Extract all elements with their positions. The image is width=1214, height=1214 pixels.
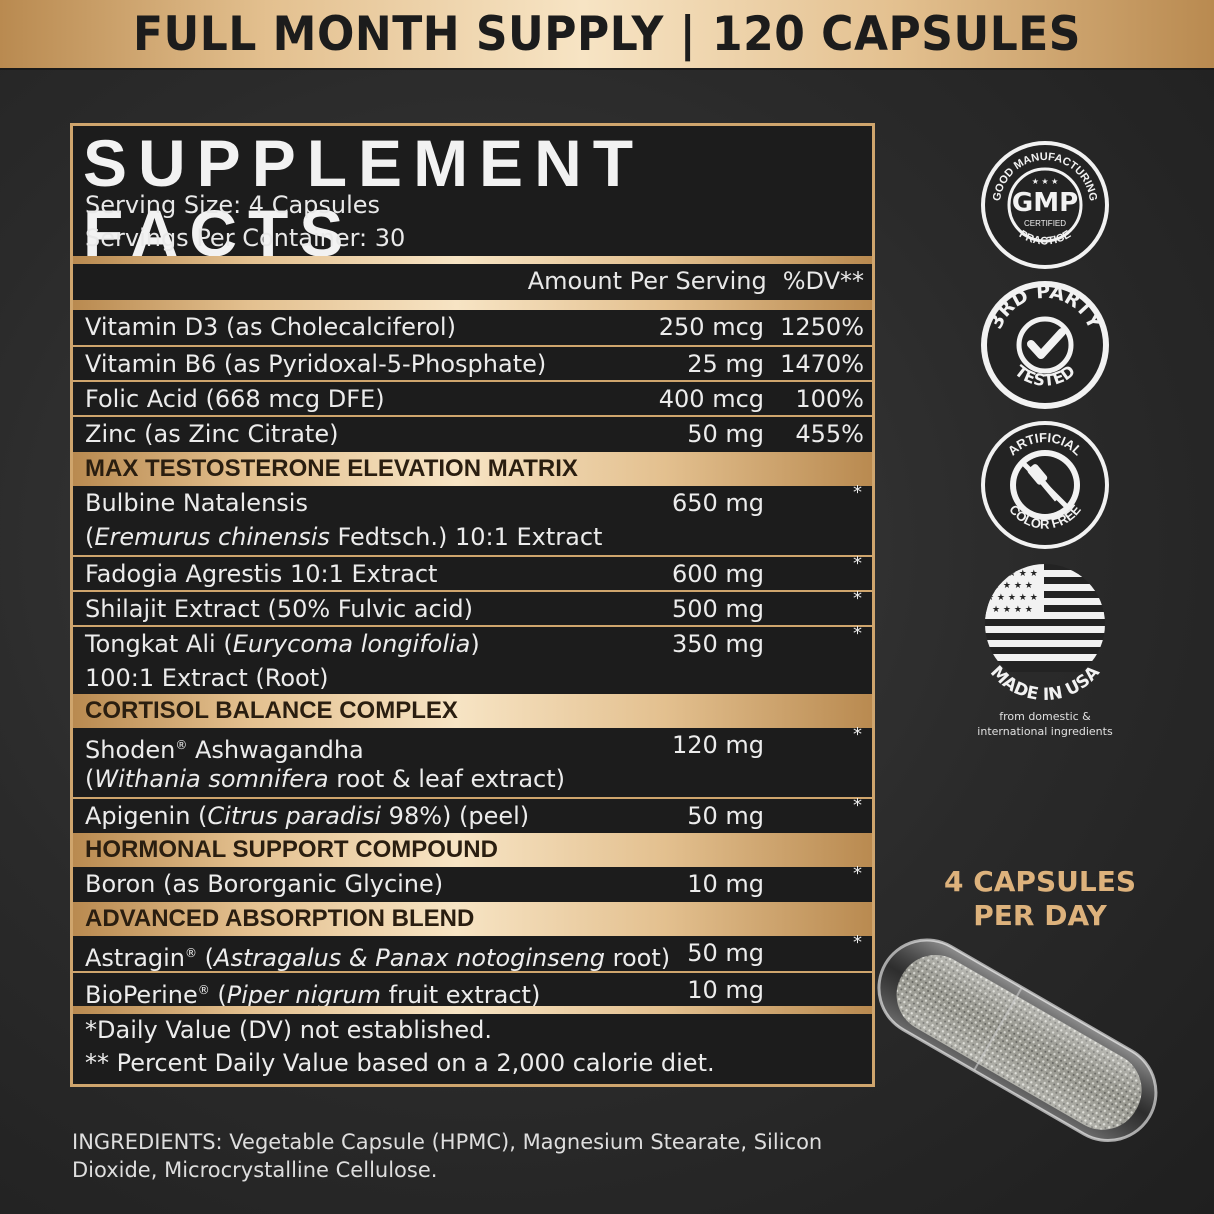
capsules-per-day-label: 4 CAPSULES PER DAY (930, 865, 1150, 933)
table-row: Astragin® (Astragalus & Panax notoginsen… (73, 932, 872, 972)
svg-text:★ ★ ★ ★: ★ ★ ★ ★ (992, 605, 1033, 615)
made-in-usa-badge: ★ ★ ★ ★ ★ ★ ★ ★ ★ ★ ★ ★ ★ ★ ★ ★ ★ ★ MADE… (985, 564, 1105, 705)
checkmark-icon (1027, 328, 1066, 359)
svg-text:★ ★ ★ ★ ★: ★ ★ ★ ★ ★ (986, 569, 1038, 579)
table-row: Fadogia Agrestis 10:1 Extract 600 mg * (73, 553, 872, 590)
table-row: Vitamin B6 (as Pyridoxal-5-Phosphate) 25… (73, 345, 872, 380)
artificial-color-free-badge: ARTIFICIAL COLOR FREE (981, 421, 1109, 549)
ingredient-dv: * (853, 623, 862, 644)
servings-per-container: Servings Per Container: 30 (85, 224, 406, 252)
ingredient-amount: 50 mg (687, 420, 764, 448)
svg-text:★ ★ ★: ★ ★ ★ (1032, 177, 1059, 186)
table-row: BioPerine® (Piper nigrum fruit extract) … (73, 971, 872, 1009)
capsule-label-line: 4 CAPSULES (943, 865, 1136, 898)
ingredient-amount: 250 mcg (658, 313, 764, 341)
footnotes: *Daily Value (DV) not established. ** Pe… (85, 1014, 715, 1080)
ingredient-name: Bulbine Natalensis (85, 489, 308, 517)
section-header: CORTISOL BALANCE COMPLEX (73, 694, 872, 728)
ingredient-amount: 50 mg (687, 802, 764, 830)
us-flag-icon: ★ ★ ★ ★ ★ ★ ★ ★ ★ ★ ★ ★ ★ ★ ★ ★ ★ ★ (985, 564, 1105, 672)
ingredient-name: Vitamin B6 (as Pyridoxal-5-Phosphate) (85, 350, 547, 378)
capsule-label-line: PER DAY (973, 899, 1107, 932)
top-banner: FULL MONTH SUPPLY | 120 CAPSULES (0, 0, 1214, 70)
ingredient-dv: * (853, 795, 862, 816)
ingredient-name: Vitamin D3 (as Cholecalciferol) (85, 313, 456, 341)
ingredient-dv: * (853, 932, 862, 953)
supplement-facts-panel: SUPPLEMENT FACTS Serving Size: 4 Capsule… (70, 123, 875, 1087)
ingredient-amount: 500 mg (671, 595, 764, 623)
ingredient-name: Shoden® Ashwagandha (85, 736, 364, 764)
usa-caption: from domestic & international ingredient… (960, 709, 1130, 739)
dv-header-label: %DV** (782, 267, 864, 295)
svg-text:★ ★ ★ ★: ★ ★ ★ ★ (992, 581, 1033, 591)
divider-thick (73, 1006, 872, 1014)
serving-size: Serving Size: 4 Capsules (85, 191, 381, 219)
usa-caption-line: international ingredients (977, 725, 1113, 738)
facts-title: SUPPLEMENT FACTS (83, 126, 645, 270)
ingredient-dv: * (853, 724, 862, 745)
third-party-tested-badge: 3RD PARTY TESTED (981, 281, 1109, 409)
ingredient-dv: 455% (795, 420, 864, 448)
ingredient-amount: 25 mg (687, 350, 764, 378)
table-row: Shilajit Extract (50% Fulvic acid) 500 m… (73, 588, 872, 625)
ingredient-amount: 10 mg (687, 870, 764, 898)
svg-text:PRACTICE: PRACTICE (1017, 228, 1073, 247)
no-dropper-icon (1020, 460, 1070, 510)
table-row: Zinc (as Zinc Citrate) 50 mg 455% (73, 415, 872, 450)
svg-text:CERTIFIED: CERTIFIED (1024, 219, 1066, 228)
amount-per-serving-label: Amount Per Serving (527, 267, 767, 295)
ingredient-dv: 1470% (780, 350, 864, 378)
table-row: Folic Acid (668 mcg DFE) 400 mcg 100% (73, 380, 872, 415)
ingredient-subname: (Withania somnifera root & leaf extract) (85, 765, 565, 793)
ingredient-amount: 350 mg (671, 630, 764, 658)
ingredients-line: INGREDIENTS: Vegetable Capsule (HPMC), M… (72, 1130, 823, 1154)
ingredient-dv: * (853, 482, 862, 503)
table-row: Bulbine Natalensis (Eremurus chinensis F… (73, 482, 872, 555)
ingredient-amount: 400 mcg (658, 385, 764, 413)
ingredients-text: INGREDIENTS: Vegetable Capsule (HPMC), M… (72, 1128, 952, 1184)
ingredient-amount: 600 mg (671, 560, 764, 588)
section-header: ADVANCED ABSORPTION BLEND (73, 902, 872, 936)
table-row: Tongkat Ali (Eurycoma longifolia) 100:1 … (73, 623, 872, 694)
capsule-image (877, 938, 1158, 1142)
banner-text: FULL MONTH SUPPLY | 120 CAPSULES (133, 6, 1081, 62)
ingredient-name: Apigenin (Citrus paradisi 98%) (peel) (85, 802, 530, 830)
svg-text:★ ★ ★ ★ ★: ★ ★ ★ ★ ★ (986, 593, 1038, 603)
ingredient-subname: (Eremurus chinensis Fedtsch.) 10:1 Extra… (85, 523, 603, 551)
ingredients-line: Dioxide, Microcrystalline Cellulose. (72, 1158, 438, 1182)
ingredient-dv: 1250% (780, 313, 864, 341)
section-header: HORMONAL SUPPORT COMPOUND (73, 833, 872, 867)
usa-caption-line: from domestic & (999, 710, 1091, 723)
ingredient-amount: 120 mg (671, 731, 764, 759)
footnote-percent: ** Percent Daily Value based on a 2,000 … (85, 1049, 715, 1077)
ingredient-amount: 10 mg (687, 976, 764, 1004)
ingredient-subname: 100:1 Extract (Root) (85, 664, 329, 692)
divider-thick (73, 256, 872, 264)
amount-header: Amount Per Serving %DV** (528, 264, 864, 298)
ingredient-amount: 50 mg (687, 939, 764, 967)
ingredient-dv: * (853, 553, 862, 574)
ingredient-name: BioPerine® (Piper nigrum fruit extract) (85, 981, 541, 1009)
ingredient-dv: * (853, 588, 862, 609)
ingredient-amount: 650 mg (671, 489, 764, 517)
ingredient-dv: * (853, 863, 862, 884)
svg-text:GMP: GMP (1012, 188, 1078, 218)
section-header: MAX TESTOSTERONE ELEVATION MATRIX (73, 452, 872, 486)
ingredient-name: Astragin® (Astragalus & Panax notoginsen… (85, 944, 671, 972)
ingredient-name: Folic Acid (668 mcg DFE) (85, 385, 385, 413)
ingredient-name: Shilajit Extract (50% Fulvic acid) (85, 595, 474, 623)
ingredient-name: Zinc (as Zinc Citrate) (85, 420, 339, 448)
divider-thick (73, 300, 872, 310)
ingredient-name: Fadogia Agrestis 10:1 Extract (85, 560, 438, 588)
ingredient-name: Boron (as Bororganic Glycine) (85, 870, 444, 898)
ingredient-dv: 100% (795, 385, 864, 413)
table-row: Apigenin (Citrus paradisi 98%) (peel) 50… (73, 795, 872, 832)
table-row: Vitamin D3 (as Cholecalciferol) 250 mcg … (73, 310, 872, 345)
gmp-badge-icon: GOOD MANUFACTURING PRACTICE GMP CERTIFIE… (981, 141, 1109, 269)
table-row: Boron (as Bororganic Glycine) 10 mg * (73, 863, 872, 902)
ingredient-name: Tongkat Ali (Eurycoma longifolia) (85, 630, 480, 658)
footnote-dv: *Daily Value (DV) not established. (85, 1016, 492, 1044)
table-row: Shoden® Ashwagandha (Withania somnifera … (73, 724, 872, 797)
